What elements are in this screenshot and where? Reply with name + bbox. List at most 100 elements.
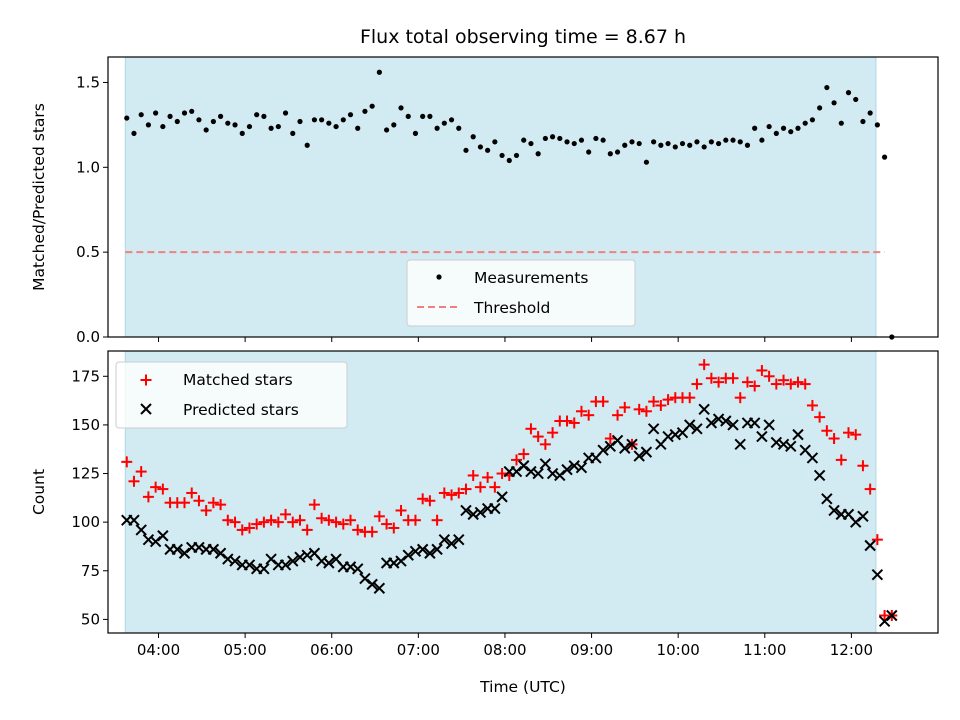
matched-star-point	[864, 483, 876, 495]
matched-star-point	[409, 514, 421, 526]
matched-star-point	[684, 392, 696, 404]
matched-star-point	[200, 504, 212, 516]
x-tick-label: 07:00	[397, 641, 440, 659]
matched-star-point	[467, 469, 479, 481]
matched-star-point	[518, 448, 530, 460]
measurement-point	[535, 151, 541, 157]
measurement-point	[456, 125, 462, 131]
measurement-point	[773, 130, 779, 136]
predicted-star-point	[287, 555, 299, 567]
matched-star-point	[814, 411, 826, 423]
measurement-point	[607, 151, 613, 157]
measurement-point	[795, 125, 801, 131]
measurement-point	[867, 110, 873, 116]
x-tick-label: 11:00	[743, 641, 786, 659]
measurement-point	[752, 125, 758, 131]
measurement-point	[427, 113, 433, 119]
measurement-point	[679, 140, 686, 147]
measurement-point	[153, 110, 159, 116]
matched-star-point	[482, 471, 494, 483]
measurement-point	[203, 127, 209, 133]
x-tick-label: 12:00	[830, 641, 873, 659]
measurement-point	[391, 122, 397, 128]
matched-star-point	[345, 514, 357, 526]
predicted-star-point	[734, 438, 746, 451]
measurement-point	[463, 147, 469, 153]
matched-star-point	[792, 376, 804, 388]
predicted-star-point	[886, 609, 898, 622]
matched-star-point	[366, 526, 378, 538]
predicted-star-point	[806, 452, 819, 464]
measurement-point	[398, 105, 404, 111]
measurement-point	[326, 120, 332, 126]
x-tick-label: 10:00	[657, 641, 700, 659]
measurement-point	[528, 140, 534, 147]
matched-star-point	[280, 508, 292, 520]
matched-star-point	[539, 438, 551, 450]
predicted-star-point	[402, 549, 414, 561]
predicted-star-point	[229, 555, 241, 567]
measurement-point	[860, 118, 866, 125]
predicted-star-point	[424, 547, 436, 559]
predicted-star-point	[864, 539, 876, 552]
matched-star-point	[460, 483, 472, 495]
matched-star-point	[741, 376, 753, 388]
predicted-star-point	[438, 533, 451, 546]
predicted-star-point	[756, 430, 768, 443]
predicted-star-point	[489, 502, 501, 515]
measurement-marks	[124, 69, 895, 340]
measurement-point	[297, 118, 303, 125]
measurement-point	[658, 142, 664, 148]
matched-star-point	[640, 405, 652, 417]
measurement-point	[730, 137, 736, 143]
measurement-point	[636, 140, 642, 147]
matched-star-point	[308, 499, 320, 511]
measurement-point	[304, 142, 310, 148]
legend-label: Predicted stars	[183, 401, 299, 419]
matched-star-point	[705, 372, 717, 384]
measurement-point	[687, 142, 693, 148]
matched-star-point	[121, 456, 133, 468]
measurement-point	[492, 139, 498, 145]
measurement-point	[181, 110, 188, 116]
measurement-point	[246, 123, 253, 130]
measurement-point	[881, 154, 888, 160]
predicted-star-point	[366, 578, 378, 591]
count-marks	[121, 359, 898, 628]
measurement-point	[196, 117, 202, 123]
matched-star-point	[612, 409, 624, 421]
measurement-point	[513, 152, 520, 159]
matched-star-point	[756, 364, 768, 376]
measurement-point	[232, 122, 238, 128]
bottom-legend: Matched stars Predicted stars	[115, 361, 348, 429]
predicted-star-point	[135, 524, 147, 536]
top-legend-box	[406, 259, 636, 327]
matched-star-point	[648, 396, 660, 408]
matched-star-point	[734, 392, 746, 404]
matched-star-point	[597, 396, 609, 408]
matched-star-point	[561, 415, 573, 427]
matched-star-point	[857, 460, 869, 472]
predicted-star-point	[821, 493, 833, 505]
matched-star-point	[604, 433, 616, 445]
y-tick-label: 75	[81, 562, 100, 580]
measurement-point	[766, 123, 772, 130]
y-tick-label: 0.5	[76, 243, 100, 261]
matched-star-point	[272, 516, 284, 528]
predicted-star-point	[792, 428, 804, 441]
measurement-point	[694, 139, 700, 145]
matched-star-point	[323, 514, 335, 526]
matched-star-point	[799, 378, 811, 390]
measurement-point	[160, 123, 166, 130]
matched-star-point	[186, 487, 198, 499]
measurement-point	[145, 122, 152, 128]
matched-star-point	[222, 514, 234, 526]
x-tick-label: 06:00	[310, 641, 353, 659]
predicted-star-point	[619, 442, 631, 454]
measurement-point	[412, 130, 419, 136]
measurement-point	[420, 113, 426, 119]
predicted-star-point	[857, 510, 869, 523]
measurement-point	[434, 125, 440, 131]
measurement-point	[167, 113, 173, 119]
matched-star-point	[438, 487, 450, 499]
